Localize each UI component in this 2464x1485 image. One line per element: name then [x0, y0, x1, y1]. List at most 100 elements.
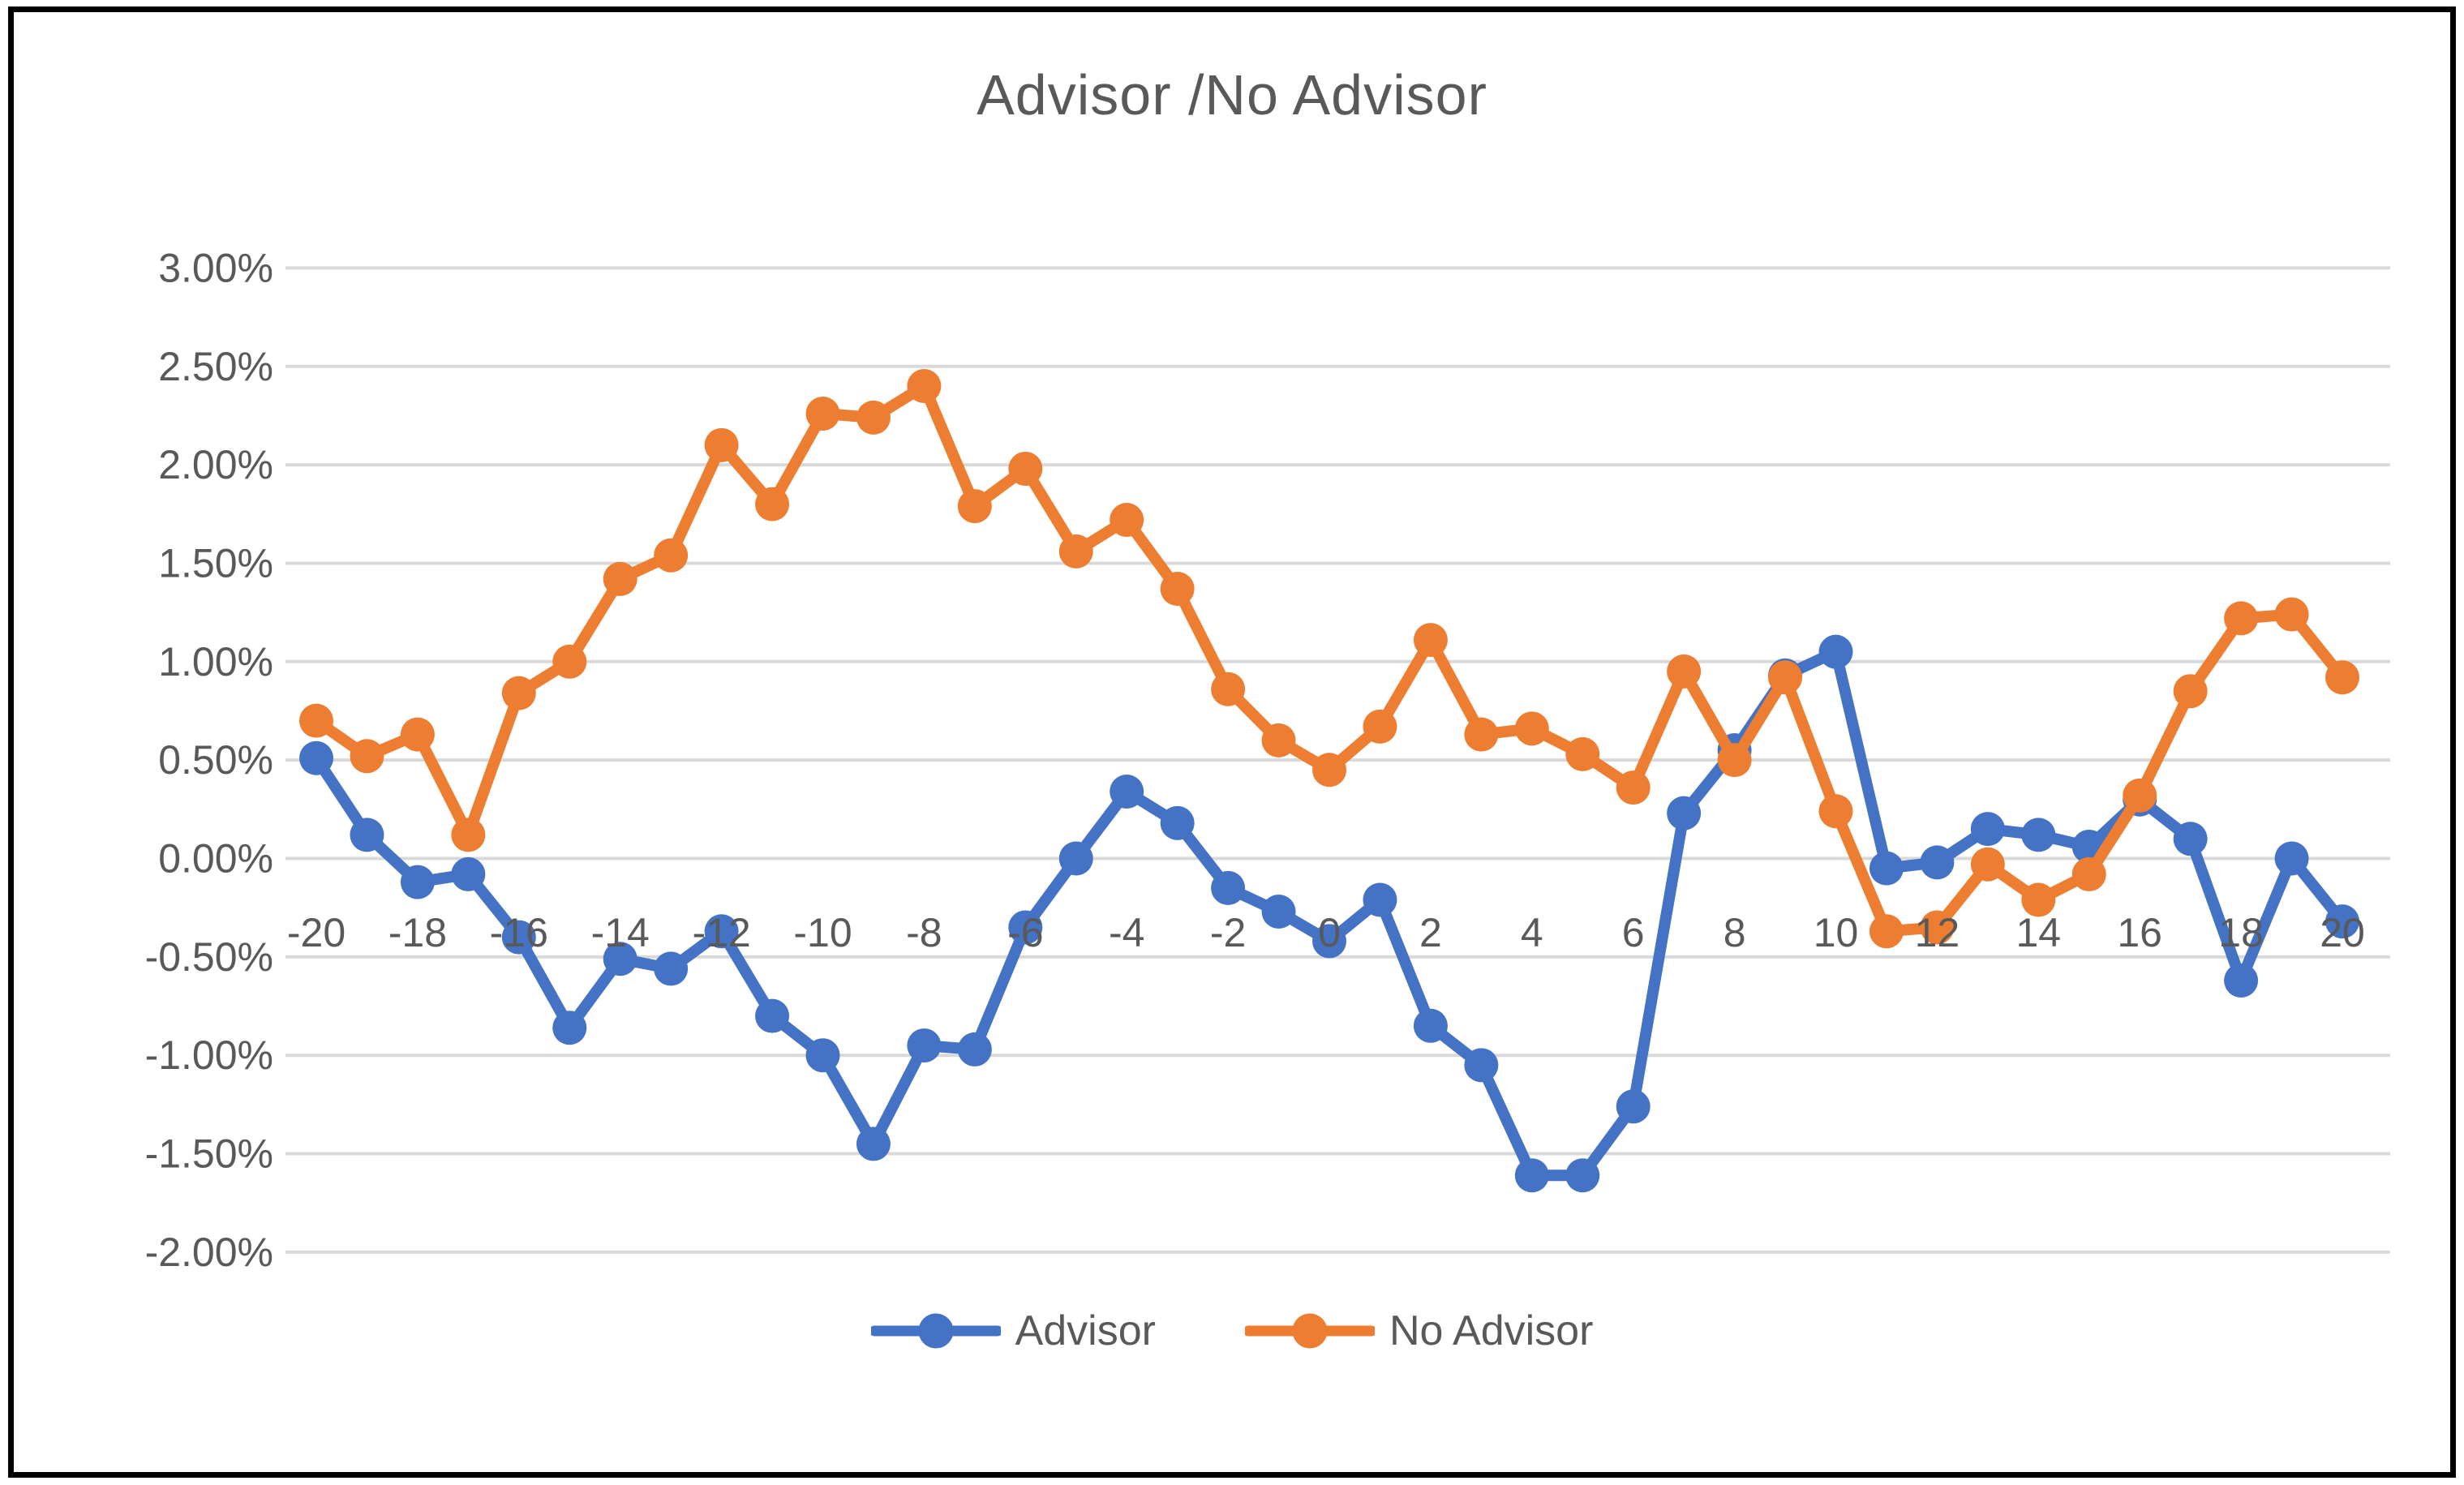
x-axis-tick-label: 6: [1622, 910, 1645, 955]
y-axis-tick-label: -0.50%: [145, 934, 273, 980]
no-advisor-data-point: [1920, 910, 1955, 945]
series-lines: [299, 369, 2359, 1193]
y-axis-tick-label: -1.50%: [145, 1131, 273, 1177]
no-advisor-data-point: [1363, 709, 1397, 744]
advisor-data-point: [1514, 1158, 1549, 1193]
advisor-data-point: [1464, 1048, 1499, 1083]
legend: Advisor No Advisor: [14, 1307, 2450, 1355]
advisor-data-point: [1667, 796, 1702, 830]
no-advisor-data-point: [350, 739, 384, 774]
advisor-legend-marker-icon: [870, 1313, 1001, 1349]
no-advisor-data-point: [856, 400, 891, 435]
advisor-data-point: [654, 951, 689, 986]
x-axis-tick-label: 4: [1521, 910, 1543, 955]
x-axis-tick-label: 16: [2117, 910, 2162, 955]
no-advisor-data-point: [1058, 534, 1093, 569]
y-axis-tick-label: 2.50%: [158, 344, 273, 389]
advisor-data-point: [2021, 818, 2056, 852]
no-advisor-data-point: [2071, 856, 2106, 891]
no-advisor-data-point: [1818, 794, 1853, 829]
x-axis-tick-label: 20: [2320, 910, 2365, 955]
y-axis-tick-label: 1.50%: [158, 540, 273, 586]
x-axis-tick-label: 10: [1814, 910, 1859, 955]
advisor-data-point: [1363, 882, 1397, 917]
chart-plot-area: 3.00% 2.50% 2.00% 1.50% 1.00% 0.50% 0.00% -0.50…: [145, 245, 2390, 1275]
advisor-data-point: [1920, 845, 1955, 880]
legend-label-no-advisor: No Advisor: [1389, 1307, 1594, 1354]
no-advisor-data-point: [400, 717, 435, 752]
no-advisor-data-point: [1667, 654, 1702, 689]
advisor-data-point: [603, 942, 637, 976]
y-axis-tick-label: 0.00%: [158, 836, 273, 882]
advisor-data-point: [2173, 822, 2208, 856]
no-advisor-data-point: [2325, 660, 2359, 695]
no-advisor-data-point: [805, 396, 840, 431]
no-advisor-data-point: [1717, 743, 1752, 778]
advisor-data-point: [501, 920, 536, 955]
advisor-data-point: [1110, 774, 1144, 809]
advisor-data-point: [1211, 870, 1246, 905]
advisor-data-point: [1818, 634, 1853, 669]
advisor-data-point: [805, 1038, 840, 1073]
advisor-data-point: [856, 1127, 891, 1161]
legend-label-advisor: Advisor: [1015, 1307, 1156, 1354]
x-axis-tick-label: -10: [793, 910, 852, 955]
no-advisor-data-point: [2123, 778, 2157, 813]
no-advisor-data-point: [704, 427, 739, 462]
no-advisor-data-point: [1616, 770, 1651, 805]
no-advisor-data-point: [1514, 711, 1549, 746]
advisor-data-point: [957, 1032, 992, 1067]
advisor-data-point: [1008, 910, 1043, 945]
advisor-data-point: [2274, 841, 2309, 876]
x-axis-tick-label: 8: [1724, 910, 1746, 955]
no-advisor-data-point: [1970, 847, 2005, 882]
advisor-data-point: [1869, 851, 1904, 886]
no-advisor-data-point: [451, 818, 486, 852]
no-advisor-data-point: [1768, 660, 1803, 695]
no-advisor-data-point: [299, 703, 333, 738]
advisor-data-point: [755, 998, 790, 1033]
advisor-data-point: [907, 1028, 942, 1063]
x-axis-tick-label: -4: [1109, 910, 1144, 955]
advisor-data-point: [1312, 924, 1346, 959]
no-advisor-data-point: [2274, 597, 2309, 632]
no-advisor-data-point: [2173, 674, 2208, 709]
y-axis-tick-label: 3.00%: [158, 245, 273, 290]
x-axis-tick-label: -12: [692, 910, 750, 955]
no-advisor-data-point: [755, 487, 790, 521]
advisor-data-point: [2224, 963, 2259, 998]
no-advisor-data-point: [1869, 914, 1904, 949]
x-axis-labels: -20 -18 -16 -14 -12 -10 -8 -6 -4 -2 0 2 4 6 8 10 12 14 16 1…: [287, 910, 2365, 955]
x-axis-tick-label: 2: [1419, 910, 1442, 955]
y-axis-labels: 3.00% 2.50% 2.00% 1.50% 1.00% 0.50% 0.00% -0.50…: [145, 245, 273, 1275]
x-axis-tick-label: 14: [2015, 910, 2061, 955]
no-advisor-data-point: [603, 561, 637, 596]
x-axis-tick-label: 18: [2218, 910, 2264, 955]
no-advisor-data-point: [1565, 736, 1600, 771]
x-axis-tick-label: -8: [906, 910, 942, 955]
no-advisor-data-point: [1008, 451, 1043, 486]
advisor-data-point: [451, 856, 486, 891]
legend-item-no-advisor: No Advisor: [1244, 1307, 1594, 1355]
no-advisor-data-point: [1261, 723, 1296, 758]
advisor-data-point: [299, 740, 333, 775]
x-axis-tick-label: -2: [1210, 910, 1246, 955]
y-axis-tick-label: 2.00%: [158, 442, 273, 487]
advisor-data-point: [704, 914, 739, 949]
advisor-data-point: [1058, 841, 1093, 876]
x-axis-tick-label: -14: [591, 910, 650, 955]
advisor-data-point: [1616, 1089, 1651, 1124]
no-advisor-data-point: [2224, 601, 2259, 636]
no-advisor-data-point: [654, 538, 689, 573]
advisor-data-point: [1970, 812, 2005, 847]
no-advisor-data-point: [552, 644, 587, 679]
chart-title: Advisor /No Advisor: [977, 63, 1487, 127]
advisor-data-point: [1565, 1158, 1600, 1193]
no-advisor-legend-marker-icon: [1244, 1313, 1375, 1349]
y-axis-tick-label: -1.00%: [145, 1032, 273, 1078]
no-advisor-data-point: [1312, 753, 1346, 788]
y-axis-tick-label: 1.00%: [158, 639, 273, 685]
x-axis-tick-label: -16: [490, 910, 548, 955]
x-axis-tick-label: -6: [1007, 910, 1043, 955]
no-advisor-data-point: [907, 369, 942, 404]
